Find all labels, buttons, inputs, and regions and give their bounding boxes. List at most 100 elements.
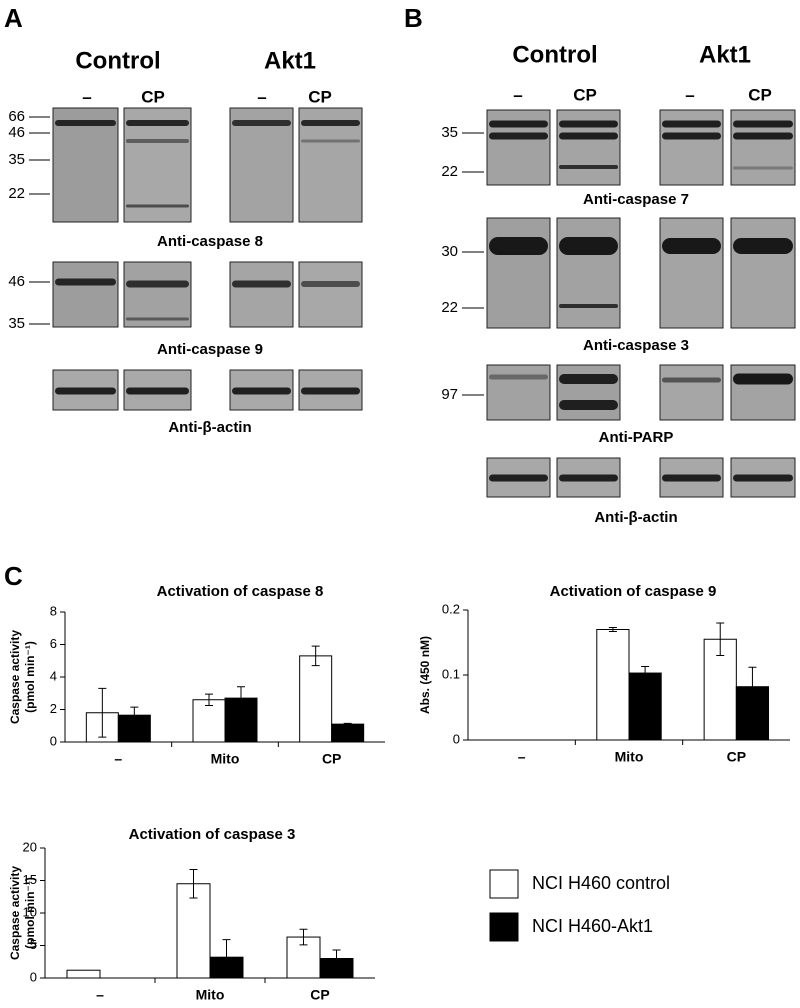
blot-band bbox=[55, 387, 116, 395]
bar bbox=[596, 629, 630, 741]
y-tick-label: 6 bbox=[50, 636, 57, 651]
blot-band bbox=[733, 166, 793, 170]
antibody-label: Anti-caspase 8 bbox=[157, 233, 263, 250]
blot-lane bbox=[123, 107, 192, 223]
blot-band bbox=[662, 377, 721, 383]
blot-band bbox=[559, 374, 618, 384]
blot-band bbox=[559, 165, 618, 169]
blot-band bbox=[559, 120, 618, 128]
x-tick-label: – bbox=[114, 751, 122, 767]
antibody-label: Anti-PARP bbox=[599, 429, 674, 446]
blot-band bbox=[559, 304, 618, 308]
mw-marker: 46 bbox=[8, 273, 25, 290]
blot-band bbox=[489, 237, 548, 255]
y-tick-label: 4 bbox=[50, 668, 57, 683]
mw-marker: 35 bbox=[441, 124, 458, 141]
legend-label: NCI H460-Akt1 bbox=[532, 916, 653, 936]
panel-label: C bbox=[4, 561, 23, 591]
blot-band bbox=[733, 120, 793, 128]
blot-band bbox=[232, 280, 291, 288]
chart-title: Activation of caspase 9 bbox=[550, 583, 717, 600]
lane-label: – bbox=[82, 87, 91, 106]
chart-title: Activation of caspase 8 bbox=[157, 583, 324, 600]
error-bar bbox=[343, 722, 352, 726]
blot-band bbox=[126, 280, 189, 288]
mw-marker: 22 bbox=[441, 163, 458, 180]
panel-label: B bbox=[404, 3, 423, 33]
y-tick-label: 20 bbox=[23, 839, 37, 854]
lane-label: CP bbox=[748, 85, 772, 104]
antibody-label: Anti-β-actin bbox=[594, 509, 677, 526]
y-tick-label: 0.1 bbox=[442, 666, 460, 681]
x-tick-label: CP bbox=[727, 749, 746, 765]
error-bar bbox=[641, 666, 650, 681]
blot-band bbox=[301, 120, 360, 126]
error-bar bbox=[237, 686, 245, 710]
blot-band bbox=[126, 139, 189, 143]
blot-band bbox=[55, 120, 116, 126]
bar bbox=[331, 723, 365, 743]
blot-band bbox=[489, 474, 548, 482]
blot-band bbox=[662, 238, 721, 254]
mw-marker: 22 bbox=[8, 185, 25, 202]
error-bar bbox=[748, 666, 757, 707]
y-axis-label: (pmol min⁻¹) bbox=[23, 877, 37, 949]
error-bar bbox=[130, 706, 139, 724]
blot-band bbox=[559, 132, 618, 140]
blot-band bbox=[559, 400, 618, 410]
blot-lane bbox=[556, 364, 621, 421]
blot-lane bbox=[659, 217, 724, 329]
blot-band bbox=[489, 374, 548, 380]
blot-band bbox=[662, 132, 721, 140]
blot-lane bbox=[730, 364, 796, 421]
x-tick-label: Mito bbox=[211, 751, 240, 767]
y-axis-label: (pmol min⁻¹) bbox=[23, 641, 37, 713]
mw-marker: 46 bbox=[8, 124, 25, 141]
group-label: Akt1 bbox=[264, 47, 316, 74]
antibody-label: Anti-caspase 3 bbox=[583, 337, 689, 354]
lane-label: – bbox=[257, 87, 266, 106]
blot-lane bbox=[298, 261, 363, 328]
error-bar bbox=[311, 645, 320, 667]
bar bbox=[628, 672, 662, 741]
legend-swatch bbox=[489, 869, 519, 899]
lane-label: – bbox=[685, 85, 694, 104]
y-tick-label: 2 bbox=[50, 701, 57, 716]
mw-marker: 30 bbox=[441, 243, 458, 260]
lane-label: CP bbox=[308, 87, 332, 106]
blot-lane bbox=[486, 217, 551, 329]
group-label: Control bbox=[512, 41, 597, 68]
blot-lane bbox=[486, 364, 551, 421]
mw-marker: 35 bbox=[8, 315, 25, 332]
bar bbox=[192, 699, 226, 743]
error-bar bbox=[205, 693, 213, 706]
bar bbox=[66, 969, 101, 979]
blot-band bbox=[301, 281, 360, 287]
y-tick-label: 5 bbox=[30, 937, 37, 952]
bar bbox=[703, 638, 737, 741]
y-tick-label: 0 bbox=[453, 731, 460, 746]
blot-band bbox=[559, 237, 618, 255]
lane-label: CP bbox=[141, 87, 165, 106]
lane-label: CP bbox=[573, 85, 597, 104]
error-bar bbox=[608, 627, 617, 632]
y-axis-label: Abs. (450 nM) bbox=[418, 636, 432, 714]
blot-lane bbox=[730, 217, 796, 329]
y-axis-label: Caspase activity bbox=[8, 630, 22, 724]
blot-band bbox=[733, 474, 793, 482]
bar bbox=[299, 655, 333, 743]
blot-band bbox=[126, 387, 189, 395]
blot-band bbox=[662, 120, 721, 128]
panel-label: A bbox=[4, 3, 23, 33]
blot-lane bbox=[52, 261, 119, 328]
blot-band bbox=[662, 474, 721, 482]
legend-label: NCI H460 control bbox=[532, 873, 670, 893]
y-axis-label: Caspase activity bbox=[8, 866, 22, 960]
antibody-label: Anti-β-actin bbox=[168, 419, 251, 436]
legend-swatch bbox=[489, 912, 519, 942]
error-bar bbox=[299, 928, 308, 946]
y-tick-label: 15 bbox=[23, 872, 37, 887]
blot-band bbox=[489, 120, 548, 128]
chart-title: Activation of caspase 3 bbox=[129, 826, 296, 843]
